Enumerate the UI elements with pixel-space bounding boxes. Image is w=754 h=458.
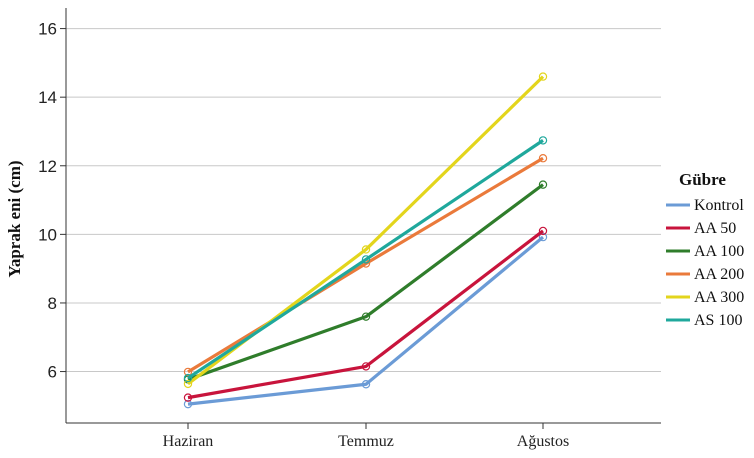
y-tick-label: 16	[38, 20, 57, 39]
y-tick-label: 10	[38, 225, 57, 244]
legend-label: AA 300	[694, 289, 744, 306]
data-point	[183, 367, 193, 377]
data-point	[183, 399, 193, 409]
legend-item: AA 200	[666, 266, 744, 283]
series-aa-100	[183, 180, 548, 384]
y-tick-labels: 6 8 10 12 14 16	[38, 20, 66, 382]
data-point	[183, 373, 193, 383]
legend-item: AS 100	[666, 312, 742, 329]
y-tick-label: 14	[38, 88, 57, 107]
data-point	[538, 232, 548, 242]
legend-label: AS 100	[694, 312, 742, 329]
series-line	[187, 156, 544, 374]
data-point	[538, 154, 548, 163]
legend-title: Gübre	[679, 170, 726, 189]
data-point	[538, 226, 548, 236]
legend-item: AA 100	[666, 243, 744, 260]
legend-item: AA 50	[666, 220, 736, 237]
series-lines	[183, 72, 548, 409]
y-tick-label: 6	[48, 363, 57, 382]
data-point	[183, 379, 193, 389]
x-tick-labels: Haziran Temmuz Ağustos	[163, 423, 569, 450]
y-tick-label: 8	[48, 294, 57, 313]
grid-lines	[66, 28, 661, 373]
data-point	[361, 380, 371, 389]
axes	[65, 8, 661, 424]
data-point	[183, 393, 193, 402]
series-kontrol	[183, 232, 548, 409]
data-point	[538, 136, 548, 145]
legend-label: AA 100	[694, 243, 744, 260]
data-point	[361, 255, 371, 264]
legend-item: Kontrol	[666, 197, 744, 214]
legend-label: Kontrol	[694, 197, 744, 214]
x-tick-label: Ağustos	[517, 433, 569, 450]
legend-label: AA 200	[694, 266, 744, 283]
x-tick-label: Temmuz	[338, 433, 394, 450]
series-line	[187, 229, 544, 400]
y-axis-label: Yaprak eni (cm)	[5, 160, 24, 277]
legend: Gübre Kontrol AA 50 AA 100 AA 200 AA 300 AS 1…	[666, 170, 744, 329]
series-as-100	[183, 136, 548, 383]
x-tick-label: Haziran	[163, 433, 214, 450]
series-line	[187, 183, 544, 381]
data-point	[361, 245, 371, 254]
series-aa-50	[183, 226, 548, 402]
legend-label: AA 50	[694, 220, 736, 237]
series-line	[187, 139, 544, 380]
y-tick-label: 12	[38, 157, 57, 176]
legend-item: AA 300	[666, 289, 744, 306]
series-line	[187, 235, 545, 406]
data-point	[538, 180, 548, 189]
data-point	[361, 362, 371, 371]
data-point	[538, 72, 548, 81]
data-point	[361, 312, 371, 321]
